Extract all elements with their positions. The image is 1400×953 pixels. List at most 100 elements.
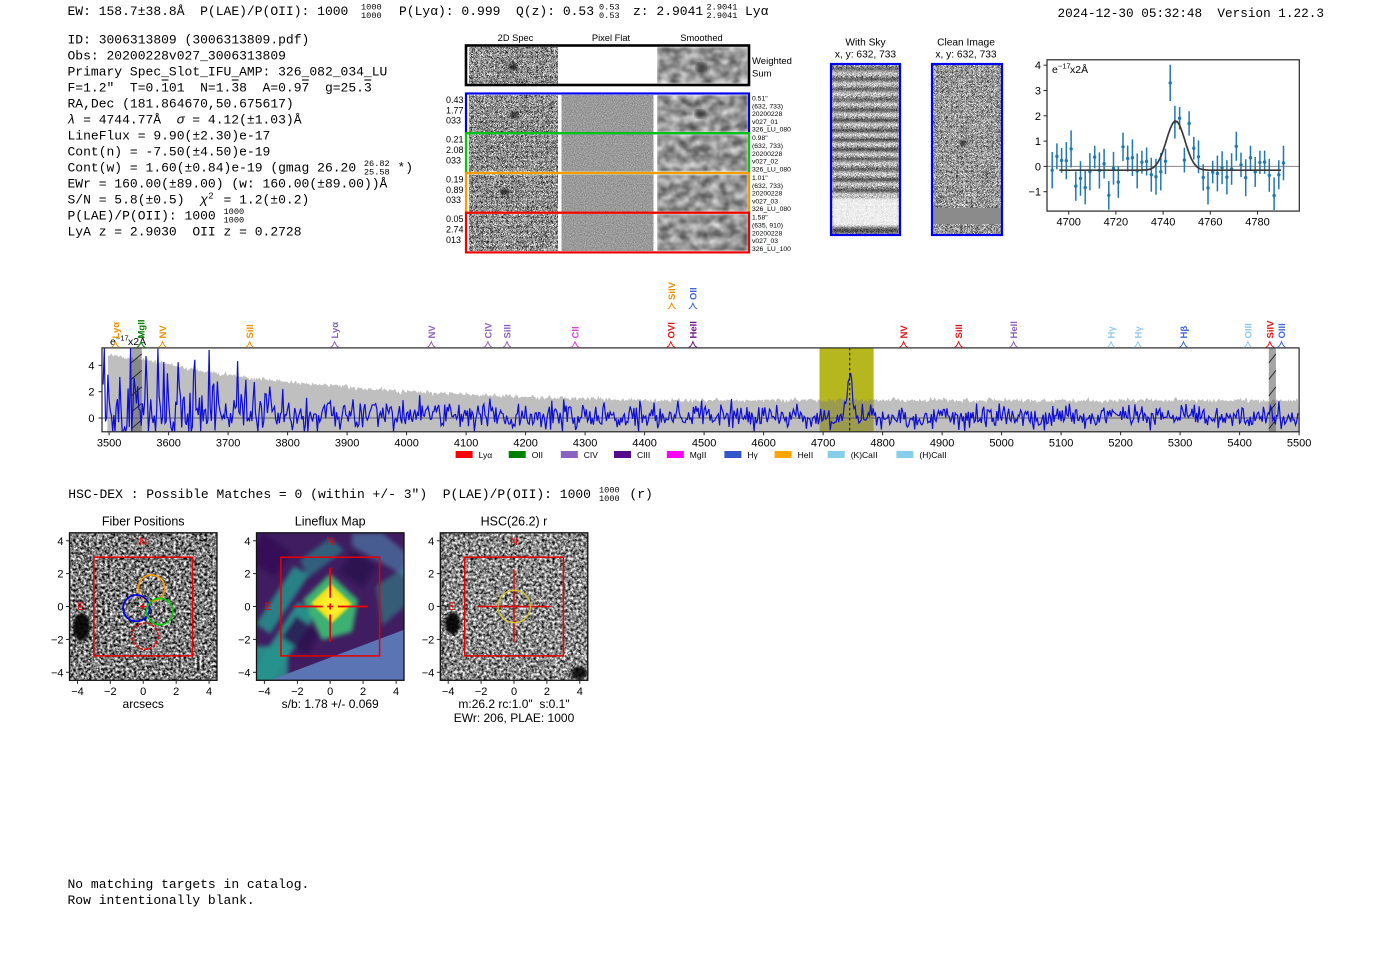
svg-text:2: 2 bbox=[57, 569, 63, 581]
svg-text:Hγ: Hγ bbox=[1133, 326, 1144, 339]
svg-text:4200: 4200 bbox=[513, 437, 537, 449]
svg-text:Lyα: Lyα bbox=[330, 322, 341, 339]
svg-text:25.58: 25.58 bbox=[364, 167, 390, 177]
svg-text:Pixel Flat: Pixel Flat bbox=[592, 33, 631, 43]
svg-text:Cont(w) = 1.60(±0.84)e-19 (gma: Cont(w) = 1.60(±0.84)e-19 (gmag 26.20 bbox=[68, 161, 357, 176]
svg-text:0.43: 0.43 bbox=[446, 95, 464, 105]
svg-text:3: 3 bbox=[1035, 86, 1041, 98]
svg-text:No matching targets in catalog: No matching targets in catalog. bbox=[68, 877, 310, 892]
svg-text:2: 2 bbox=[208, 192, 213, 202]
svg-text:0.53: 0.53 bbox=[599, 11, 620, 21]
svg-text:NV: NV bbox=[158, 325, 169, 339]
svg-text:N: N bbox=[139, 536, 147, 548]
svg-text:/: / bbox=[75, 193, 83, 208]
svg-text:1000: 1000 bbox=[599, 485, 620, 495]
svg-text:HeII: HeII bbox=[688, 321, 699, 338]
svg-text:0: 0 bbox=[327, 686, 333, 698]
svg-text:Hβ: Hβ bbox=[1179, 326, 1190, 339]
svg-text:RA,Dec (181.864670,50.675617): RA,Dec (181.864670,50.675617) bbox=[68, 97, 294, 112]
svg-text:326_LU_080: 326_LU_080 bbox=[752, 127, 791, 134]
svg-text:): ) bbox=[177, 193, 185, 208]
svg-text:4: 4 bbox=[114, 113, 122, 128]
svg-text:2: 2 bbox=[88, 387, 94, 399]
svg-text:.: . bbox=[263, 113, 271, 128]
svg-text:4: 4 bbox=[1035, 60, 1041, 72]
svg-text:5100: 5100 bbox=[1049, 437, 1073, 449]
svg-text:Clean Image: Clean Image bbox=[937, 38, 995, 49]
svg-text:Lyα: Lyα bbox=[111, 322, 122, 339]
svg-text:(: ( bbox=[263, 193, 271, 208]
svg-text:±: ± bbox=[146, 193, 154, 208]
svg-text:326_LU_080: 326_LU_080 bbox=[752, 206, 791, 213]
svg-text:4000: 4000 bbox=[394, 437, 418, 449]
svg-text:4: 4 bbox=[244, 536, 250, 548]
svg-text:SiII: SiII bbox=[245, 324, 256, 338]
svg-text:SiII: SiII bbox=[954, 324, 965, 338]
svg-text:033: 033 bbox=[446, 195, 461, 205]
svg-text:7: 7 bbox=[146, 113, 154, 128]
svg-text:1000: 1000 bbox=[361, 2, 382, 12]
svg-text:SiIV: SiIV bbox=[1265, 320, 1276, 339]
svg-text:v027_01: v027_01 bbox=[752, 119, 778, 126]
svg-text:4700: 4700 bbox=[811, 437, 835, 449]
svg-text:=: = bbox=[192, 113, 200, 128]
svg-text:5500: 5500 bbox=[1287, 437, 1311, 449]
svg-text:.: . bbox=[130, 113, 138, 128]
svg-text:4: 4 bbox=[208, 113, 216, 128]
svg-text:4300: 4300 bbox=[573, 437, 597, 449]
svg-text:1.58": 1.58" bbox=[752, 215, 768, 222]
svg-text:3900: 3900 bbox=[335, 437, 359, 449]
svg-text:−2: −2 bbox=[104, 686, 117, 698]
svg-text:3500: 3500 bbox=[97, 437, 121, 449]
svg-text:(632, 733): (632, 733) bbox=[752, 183, 783, 190]
svg-text:2024-12-30 05:32:48 Version 1: 2024-12-30 05:32:48 Version 1.22.3 bbox=[1058, 6, 1324, 21]
svg-text:0.51": 0.51" bbox=[752, 96, 768, 103]
svg-text:2: 2 bbox=[244, 569, 250, 581]
svg-text:OIII: OIII bbox=[1243, 323, 1254, 338]
svg-text:4600: 4600 bbox=[751, 437, 775, 449]
svg-text:−4: −4 bbox=[258, 686, 271, 698]
svg-text:=: = bbox=[224, 193, 232, 208]
svg-text:5000: 5000 bbox=[989, 437, 1013, 449]
svg-text:Sum: Sum bbox=[752, 69, 772, 80]
svg-text:OII: OII bbox=[688, 287, 699, 300]
svg-text:e: e bbox=[110, 336, 116, 348]
svg-text:4: 4 bbox=[57, 536, 63, 548]
svg-text:2: 2 bbox=[255, 193, 263, 208]
svg-text:2.74: 2.74 bbox=[446, 225, 464, 235]
svg-text:Weighted: Weighted bbox=[752, 56, 792, 67]
svg-text:HSC-DEX : Possible Matches = 0: HSC-DEX : Possible Matches = 0 (within +… bbox=[68, 487, 591, 502]
svg-text:26.82: 26.82 bbox=[364, 159, 390, 169]
svg-text:1000: 1000 bbox=[224, 215, 245, 225]
svg-text:(: ( bbox=[138, 193, 146, 208]
svg-text:326_LU_080: 326_LU_080 bbox=[752, 166, 791, 173]
svg-text:LyA z = 2.9030 OII z = 0.2728: LyA z = 2.9030 OII z = 0.2728 bbox=[68, 225, 302, 240]
svg-text:−1: −1 bbox=[1028, 187, 1041, 199]
svg-text:=: = bbox=[99, 193, 107, 208]
svg-text:MgII: MgII bbox=[137, 320, 148, 339]
svg-text:Obs: 20200228v027_3006313809: Obs: 20200228v027_3006313809 bbox=[68, 49, 286, 64]
svg-text:2D Spec: 2D Spec bbox=[498, 33, 534, 43]
svg-text:0.53: 0.53 bbox=[599, 2, 620, 12]
svg-text:1.77: 1.77 bbox=[446, 105, 464, 115]
svg-text:5300: 5300 bbox=[1168, 437, 1192, 449]
svg-text:−4: −4 bbox=[422, 667, 435, 679]
svg-text:4100: 4100 bbox=[454, 437, 478, 449]
svg-text:N: N bbox=[83, 193, 91, 208]
svg-text:EWr: 206, PLAE: 1000: EWr: 206, PLAE: 1000 bbox=[454, 711, 575, 725]
svg-text:1.01": 1.01" bbox=[752, 175, 768, 182]
svg-text:0: 0 bbox=[278, 193, 286, 208]
svg-text:1: 1 bbox=[239, 193, 247, 208]
svg-text:1: 1 bbox=[1035, 136, 1041, 148]
svg-text:Hγ: Hγ bbox=[747, 450, 758, 460]
svg-text:0: 0 bbox=[140, 686, 146, 698]
svg-text:ID: 3006313809 (3006313809.pdf: ID: 3006313809 (3006313809.pdf) bbox=[68, 33, 310, 48]
svg-text:3800: 3800 bbox=[275, 437, 299, 449]
svg-text:x, y: 632, 733: x, y: 632, 733 bbox=[835, 50, 896, 61]
svg-text:0.98": 0.98" bbox=[752, 135, 768, 142]
svg-text:033: 033 bbox=[446, 155, 461, 165]
svg-text:4: 4 bbox=[206, 686, 212, 698]
svg-text:N: N bbox=[510, 536, 518, 548]
svg-text:HeII: HeII bbox=[798, 450, 814, 460]
svg-text:.: . bbox=[286, 193, 294, 208]
